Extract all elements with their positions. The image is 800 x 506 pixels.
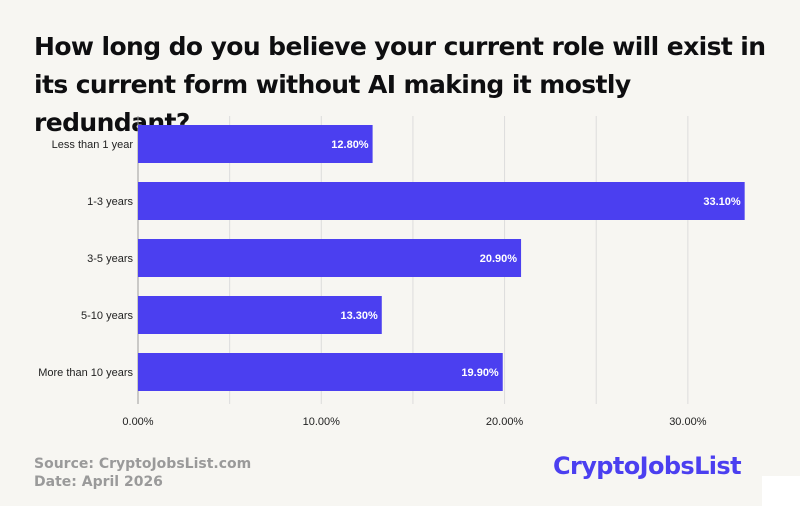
- category-label: 5-10 years: [81, 310, 133, 322]
- chart-title: How long do you believe your current rol…: [34, 32, 766, 137]
- footer: Source: CryptoJobsList.com Date: April 2…: [34, 455, 251, 491]
- value-label: 12.80%: [331, 139, 369, 151]
- category-label: 3-5 years: [87, 253, 133, 265]
- bar: [138, 353, 503, 391]
- x-tick-label: 20.00%: [486, 416, 524, 428]
- bar: [138, 125, 373, 163]
- bar: [138, 239, 522, 277]
- x-tick-label: 0.00%: [122, 416, 153, 428]
- value-label: 33.10%: [703, 196, 741, 208]
- source-text: Source: CryptoJobsList.com: [34, 456, 252, 472]
- value-label: 20.90%: [480, 253, 518, 265]
- brand-logo: CryptoJobsList: [553, 452, 742, 480]
- date-text: Date: April 2026: [34, 474, 163, 490]
- bar: [138, 182, 745, 220]
- category-label: 1-3 years: [87, 196, 133, 208]
- bar: [138, 296, 382, 334]
- value-label: 19.90%: [461, 367, 499, 379]
- x-tick-label: 30.00%: [669, 416, 707, 428]
- category-label: Less than 1 year: [52, 139, 134, 151]
- x-tick-label: 10.00%: [303, 416, 341, 428]
- corner-patch: [762, 476, 800, 506]
- category-label: More than 10 years: [38, 367, 133, 379]
- value-label: 13.30%: [340, 310, 378, 322]
